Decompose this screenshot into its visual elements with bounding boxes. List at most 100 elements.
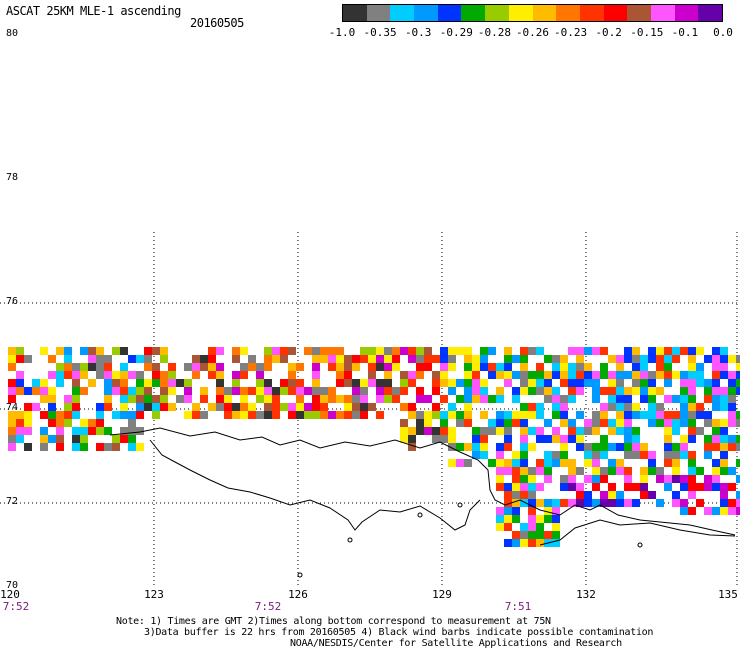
wind-cell bbox=[48, 395, 56, 403]
wind-cell bbox=[168, 379, 176, 387]
wind-cell bbox=[160, 395, 168, 403]
wind-cell bbox=[264, 403, 272, 411]
wind-cell bbox=[272, 347, 280, 355]
wind-cell bbox=[712, 427, 720, 435]
wind-cell bbox=[584, 427, 592, 435]
wind-cell bbox=[656, 467, 664, 475]
footer-note-line1: Note: 1) Times are GMT 2)Times along bot… bbox=[116, 616, 551, 627]
wind-cell bbox=[536, 387, 544, 395]
wind-cell bbox=[64, 355, 72, 363]
island bbox=[417, 512, 423, 518]
wind-cell bbox=[616, 387, 624, 395]
wind-cell bbox=[560, 403, 568, 411]
wind-cell bbox=[440, 419, 448, 427]
wind-cell bbox=[496, 387, 504, 395]
wind-cell bbox=[456, 459, 464, 467]
wind-cell bbox=[192, 371, 200, 379]
wind-cell bbox=[288, 371, 296, 379]
wind-cell bbox=[408, 347, 416, 355]
wind-cell bbox=[168, 363, 176, 371]
wind-cell bbox=[592, 475, 600, 483]
wind-cell bbox=[672, 395, 680, 403]
wind-cell bbox=[720, 491, 728, 499]
wind-cell bbox=[448, 363, 456, 371]
wind-cell bbox=[40, 427, 48, 435]
wind-cell bbox=[688, 475, 696, 483]
wind-cell bbox=[40, 395, 48, 403]
wind-cell bbox=[160, 347, 168, 355]
wind-cell bbox=[688, 491, 696, 499]
legend-swatch bbox=[603, 5, 628, 21]
legend-swatch bbox=[366, 5, 391, 21]
wind-cell bbox=[544, 371, 552, 379]
wind-cell bbox=[736, 507, 740, 515]
wind-cell bbox=[736, 387, 740, 395]
wind-cell bbox=[288, 387, 296, 395]
wind-cell bbox=[272, 355, 280, 363]
wind-cell bbox=[720, 395, 728, 403]
wind-cell bbox=[560, 411, 568, 419]
wind-cell bbox=[712, 403, 720, 411]
wind-cell bbox=[600, 491, 608, 499]
wind-cell bbox=[632, 347, 640, 355]
wind-cell bbox=[424, 427, 432, 435]
wind-cell bbox=[512, 459, 520, 467]
wind-cell bbox=[688, 395, 696, 403]
wind-cell bbox=[520, 475, 528, 483]
wind-cell bbox=[448, 459, 456, 467]
wind-cell bbox=[680, 371, 688, 379]
island bbox=[637, 542, 643, 548]
wind-cell bbox=[152, 411, 160, 419]
wind-cell bbox=[112, 387, 120, 395]
wind-cell bbox=[120, 387, 128, 395]
wind-cell bbox=[280, 355, 288, 363]
wind-cell bbox=[352, 395, 360, 403]
wind-cell bbox=[56, 419, 64, 427]
wind-cell bbox=[480, 411, 488, 419]
wind-cell bbox=[712, 507, 720, 515]
wind-cell bbox=[728, 395, 736, 403]
wind-cell bbox=[520, 467, 528, 475]
wind-cell bbox=[8, 379, 16, 387]
wind-cell bbox=[144, 379, 152, 387]
wind-cell bbox=[544, 467, 552, 475]
wind-cell bbox=[392, 355, 400, 363]
wind-cell bbox=[616, 419, 624, 427]
wind-cell bbox=[112, 411, 120, 419]
wind-cell bbox=[416, 395, 424, 403]
wind-cell bbox=[688, 467, 696, 475]
wind-cell bbox=[504, 499, 512, 507]
wind-cell bbox=[88, 363, 96, 371]
wind-cell bbox=[608, 355, 616, 363]
wind-cell bbox=[624, 499, 632, 507]
wind-cell bbox=[536, 427, 544, 435]
wind-cell bbox=[640, 491, 648, 499]
wind-cell bbox=[480, 427, 488, 435]
wind-cell bbox=[8, 395, 16, 403]
wind-cell bbox=[592, 411, 600, 419]
wind-cell bbox=[688, 403, 696, 411]
legend-swatch bbox=[414, 5, 438, 21]
wind-cell bbox=[160, 371, 168, 379]
lat-label-80: 80 bbox=[6, 28, 19, 39]
wind-cell bbox=[728, 371, 736, 379]
wind-cell bbox=[408, 403, 416, 411]
wind-cell bbox=[112, 379, 120, 387]
wind-cell bbox=[720, 459, 728, 467]
wind-cell bbox=[40, 443, 48, 451]
wind-cell bbox=[240, 387, 248, 395]
wind-cell bbox=[216, 363, 224, 371]
wind-cell bbox=[560, 459, 568, 467]
wind-cell bbox=[664, 395, 672, 403]
wind-cell bbox=[64, 363, 72, 371]
wind-cell bbox=[232, 347, 240, 355]
wind-cell bbox=[728, 467, 736, 475]
wind-cell bbox=[80, 427, 88, 435]
wind-cell bbox=[736, 355, 740, 363]
wind-cell bbox=[312, 347, 320, 355]
wind-cell bbox=[528, 387, 536, 395]
wind-cell bbox=[528, 467, 536, 475]
wind-cell bbox=[624, 467, 632, 475]
wind-cell bbox=[696, 427, 704, 435]
wind-cell bbox=[128, 355, 136, 363]
